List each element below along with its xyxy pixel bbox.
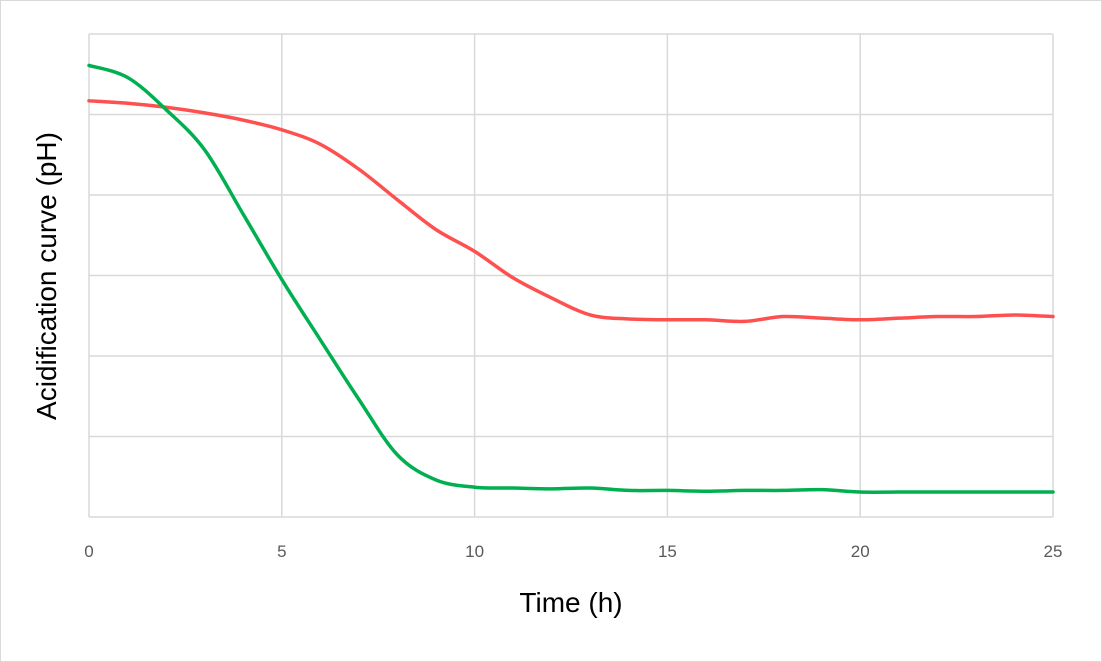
series-line-red [87,99,1055,324]
x-axis-label: Time (h) [519,587,622,618]
x-tick-label: 20 [851,542,870,561]
x-tick-label: 25 [1044,542,1063,561]
series-line-green [87,63,1055,494]
x-tick-label: 15 [658,542,677,561]
series-lines [87,63,1055,494]
x-tick-label: 5 [277,542,286,561]
x-tick-label: 0 [84,542,93,561]
gridlines [88,33,1054,518]
x-tick-labels: 0 5 10 15 20 25 [84,542,1062,561]
x-tick-label: 10 [465,542,484,561]
y-axis-label: Acidification curve (pH) [31,132,62,420]
